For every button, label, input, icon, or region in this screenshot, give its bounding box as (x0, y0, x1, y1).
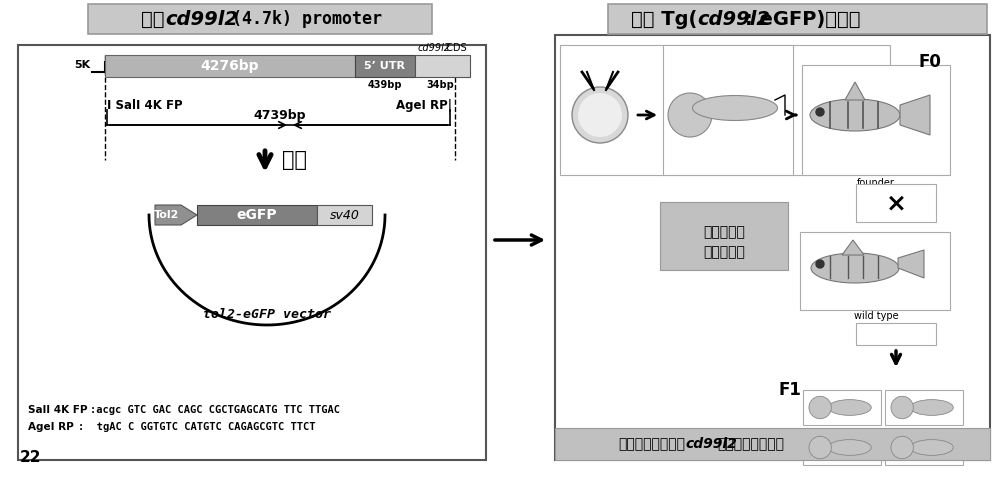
Circle shape (809, 396, 831, 419)
Text: ×: × (886, 191, 906, 215)
Text: I SalI 4K FP: I SalI 4K FP (107, 98, 183, 111)
Circle shape (668, 93, 712, 137)
Bar (803, 430, 881, 465)
Text: Tol2: Tol2 (154, 210, 180, 220)
FancyBboxPatch shape (608, 4, 987, 34)
Text: founder: founder (857, 178, 895, 188)
Text: cd99l2: cd99l2 (165, 10, 238, 29)
Circle shape (578, 93, 622, 137)
Text: 5’ UTR: 5’ UTR (364, 61, 406, 71)
Ellipse shape (828, 440, 871, 456)
Text: 克隆: 克隆 (142, 10, 165, 29)
Text: 制备 Tg(: 制备 Tg( (631, 10, 697, 29)
Bar (18, 45, 486, 460)
Circle shape (816, 260, 824, 268)
Text: AgeI RP: AgeI RP (28, 422, 74, 432)
Text: wild type: wild type (854, 311, 898, 321)
Text: cd99l2: cd99l2 (418, 43, 451, 53)
Bar (856, 323, 936, 345)
Circle shape (809, 436, 831, 459)
Ellipse shape (910, 440, 953, 456)
Ellipse shape (810, 99, 900, 131)
Text: eGFP: eGFP (237, 208, 277, 222)
Ellipse shape (828, 400, 871, 415)
Text: : eGFP)斌马鱼: : eGFP)斌马鱼 (745, 10, 860, 29)
Polygon shape (845, 82, 865, 100)
Text: 4276bp: 4276bp (201, 59, 259, 73)
Text: 筛选能稳定遗传的: 筛选能稳定遗传的 (618, 437, 685, 451)
Ellipse shape (692, 96, 778, 120)
Polygon shape (900, 95, 930, 135)
Bar (555, 428, 990, 460)
Bar (802, 65, 950, 175)
Bar (105, 55, 355, 77)
Polygon shape (842, 240, 864, 255)
Text: F1: F1 (779, 381, 801, 399)
Text: SalI 4K FP: SalI 4K FP (28, 405, 88, 415)
Text: 22: 22 (20, 449, 42, 465)
Bar (555, 35, 990, 460)
Bar (355, 55, 415, 77)
Text: tol2-eGFP vector: tol2-eGFP vector (203, 308, 331, 322)
Bar (560, 45, 890, 175)
Bar (415, 55, 470, 77)
Text: cd99l2: cd99l2 (697, 10, 770, 29)
Bar (885, 430, 963, 465)
Circle shape (816, 108, 824, 116)
Text: 4739bp: 4739bp (254, 109, 306, 121)
Bar (885, 390, 963, 425)
FancyArrow shape (155, 205, 197, 225)
Text: 34bp: 34bp (426, 80, 454, 90)
Text: 的胚胎饲养: 的胚胎饲养 (703, 245, 745, 259)
Circle shape (891, 396, 913, 419)
Text: 克隆: 克隆 (282, 150, 307, 170)
Text: 挑选有荧光: 挑选有荧光 (703, 225, 745, 239)
Bar (317, 205, 372, 225)
Text: 5K: 5K (74, 60, 90, 70)
Text: AgeI RP|: AgeI RP| (396, 98, 452, 111)
Text: CDS: CDS (443, 43, 467, 53)
Bar (663, 45, 793, 175)
Bar (856, 184, 936, 222)
Text: :acgc GTC GAC CAGC CGCTGAGCATG TTC TTGAC: :acgc GTC GAC CAGC CGCTGAGCATG TTC TTGAC (90, 405, 340, 415)
Ellipse shape (811, 253, 899, 283)
Circle shape (572, 87, 628, 143)
Text: F0: F0 (919, 53, 941, 71)
Ellipse shape (910, 400, 953, 415)
Text: :  tgAC C GGTGTC CATGTC CAGAGCGTC TTCT: : tgAC C GGTGTC CATGTC CAGAGCGTC TTCT (78, 422, 316, 432)
Polygon shape (898, 250, 924, 278)
Bar (803, 390, 881, 425)
Text: (4.7k) promoter: (4.7k) promoter (222, 10, 382, 28)
Text: 439bp: 439bp (368, 80, 402, 90)
Text: 转基因斜马鱼品系: 转基因斜马鱼品系 (717, 437, 784, 451)
Circle shape (891, 436, 913, 459)
Bar (800, 232, 950, 310)
FancyBboxPatch shape (88, 4, 432, 34)
Bar (660, 202, 788, 270)
Bar (197, 205, 317, 225)
Text: cd99l2: cd99l2 (685, 437, 737, 451)
Text: sv40: sv40 (330, 208, 360, 221)
